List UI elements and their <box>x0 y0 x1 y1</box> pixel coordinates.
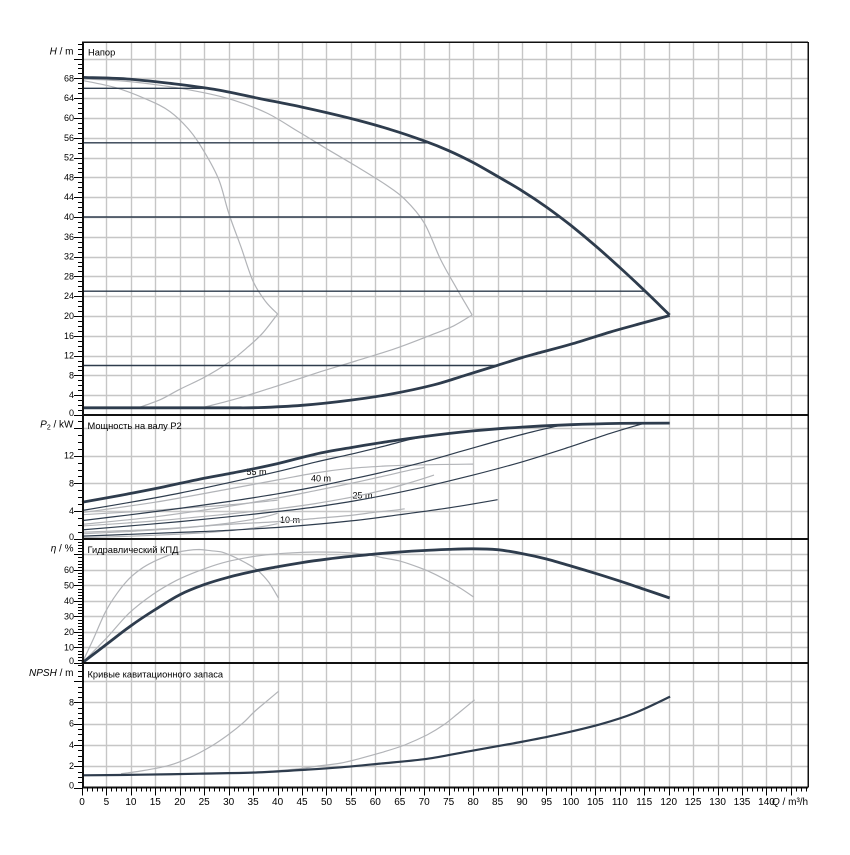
svg-text:8: 8 <box>69 698 74 708</box>
svg-text:140: 140 <box>758 797 775 808</box>
svg-text:50: 50 <box>64 580 74 590</box>
svg-text:45: 45 <box>296 797 308 808</box>
svg-text:28: 28 <box>64 271 74 281</box>
svg-text:10: 10 <box>64 643 74 653</box>
svg-text:100: 100 <box>563 797 580 808</box>
svg-text:52: 52 <box>64 153 74 163</box>
svg-text:40: 40 <box>64 596 74 606</box>
svg-text:Напор: Напор <box>88 47 115 57</box>
svg-text:60: 60 <box>64 113 74 123</box>
svg-text:Кривые кавитационного запаса: Кривые кавитационного запаса <box>88 670 224 680</box>
svg-text:125: 125 <box>685 797 702 808</box>
svg-text:90: 90 <box>516 797 528 808</box>
svg-text:135: 135 <box>734 797 751 808</box>
svg-text:20: 20 <box>64 311 74 321</box>
svg-text:105: 105 <box>587 797 604 808</box>
svg-text:55: 55 <box>345 797 357 808</box>
svg-text:10: 10 <box>125 797 137 808</box>
svg-text:24: 24 <box>64 291 74 301</box>
svg-text:20: 20 <box>64 627 74 637</box>
svg-text:85: 85 <box>492 797 504 808</box>
svg-text:2: 2 <box>69 761 74 771</box>
svg-text:8: 8 <box>69 478 74 488</box>
svg-text:H / m: H / m <box>50 46 74 57</box>
svg-text:95: 95 <box>541 797 553 808</box>
svg-text:70: 70 <box>419 797 431 808</box>
svg-text:64: 64 <box>64 93 74 103</box>
svg-text:80: 80 <box>468 797 480 808</box>
svg-text:10 m: 10 m <box>280 515 300 525</box>
svg-text:40: 40 <box>272 797 284 808</box>
svg-text:56: 56 <box>64 133 74 143</box>
svg-text:0: 0 <box>69 408 74 418</box>
svg-text:115: 115 <box>636 797 652 808</box>
svg-text:60: 60 <box>64 565 74 575</box>
svg-text:15: 15 <box>150 797 162 808</box>
svg-text:30: 30 <box>223 797 235 808</box>
svg-text:32: 32 <box>64 252 74 262</box>
svg-text:12: 12 <box>64 451 74 461</box>
svg-text:P2 / kW: P2 / kW <box>40 419 74 431</box>
svg-text:40: 40 <box>64 212 74 222</box>
svg-text:12: 12 <box>64 351 74 361</box>
svg-text:120: 120 <box>660 797 677 808</box>
svg-text:130: 130 <box>709 797 726 808</box>
svg-text:4: 4 <box>69 390 74 400</box>
svg-text:0: 0 <box>69 532 74 542</box>
svg-text:Q / m³/h: Q / m³/h <box>772 797 808 808</box>
svg-text:75: 75 <box>443 797 455 808</box>
svg-text:η / %: η / % <box>51 543 74 554</box>
svg-text:55 m: 55 m <box>247 467 267 477</box>
svg-text:35: 35 <box>248 797 260 808</box>
svg-text:36: 36 <box>64 232 74 242</box>
svg-text:65: 65 <box>394 797 406 808</box>
svg-text:48: 48 <box>64 172 74 182</box>
svg-text:44: 44 <box>64 192 74 202</box>
svg-text:16: 16 <box>64 331 74 341</box>
svg-text:68: 68 <box>64 73 74 83</box>
svg-text:40 m: 40 m <box>311 474 331 484</box>
svg-text:NPSH / m: NPSH / m <box>29 668 73 679</box>
svg-text:6: 6 <box>69 719 74 729</box>
svg-text:60: 60 <box>370 797 382 808</box>
svg-text:4: 4 <box>69 740 74 750</box>
svg-text:Мощность на валу P2: Мощность на валу P2 <box>88 421 182 431</box>
svg-text:0: 0 <box>69 781 74 791</box>
svg-text:4: 4 <box>69 506 74 516</box>
svg-text:20: 20 <box>174 797 186 808</box>
svg-text:0: 0 <box>69 656 74 666</box>
svg-text:0: 0 <box>79 797 85 808</box>
svg-text:Гидравлический КПД: Гидравлический КПД <box>88 545 180 555</box>
svg-text:25: 25 <box>199 797 211 808</box>
svg-text:8: 8 <box>69 370 74 380</box>
svg-text:50: 50 <box>321 797 333 808</box>
svg-text:30: 30 <box>64 611 74 621</box>
svg-text:110: 110 <box>612 797 628 808</box>
svg-text:5: 5 <box>104 797 110 808</box>
